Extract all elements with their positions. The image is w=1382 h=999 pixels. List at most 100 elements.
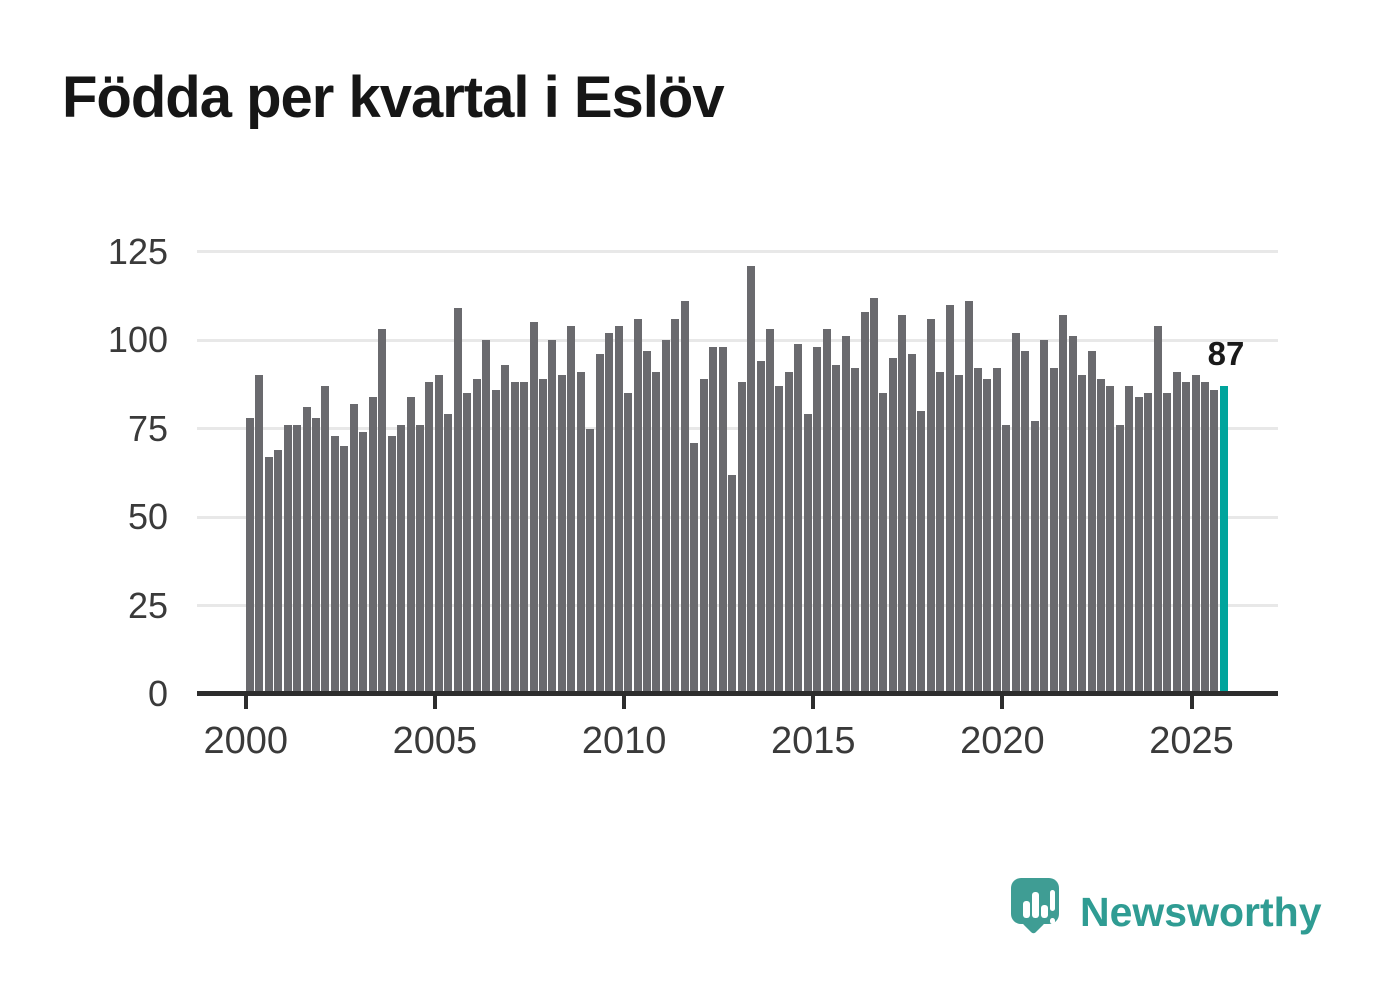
bar [434, 375, 443, 692]
bar [595, 354, 604, 692]
bar [813, 347, 822, 692]
bar [747, 265, 756, 692]
x-axis-tick [1000, 696, 1005, 709]
bar [520, 382, 529, 692]
bar [945, 304, 954, 692]
bar [283, 424, 292, 692]
bar [1011, 332, 1020, 692]
bar [737, 382, 746, 692]
bar [444, 414, 453, 692]
bar [775, 386, 784, 692]
bar [898, 315, 907, 692]
bar [803, 414, 812, 692]
bar [387, 435, 396, 692]
bar [330, 435, 339, 692]
bar [643, 350, 651, 692]
bar [264, 456, 273, 692]
y-axis-label: 50 [127, 496, 168, 537]
bar [491, 389, 500, 692]
logo-exclamation-dot-icon [1050, 918, 1055, 924]
bar [1021, 350, 1030, 692]
x-axis-tick [622, 696, 627, 709]
bar [538, 378, 547, 692]
bar [1172, 371, 1181, 692]
newsworthy-logo: Newsworthy [1011, 878, 1331, 940]
bar [955, 375, 964, 692]
bar [794, 343, 803, 692]
gridline-y-100 [197, 338, 1278, 342]
x-axis-tick-label: 2000 [203, 720, 289, 762]
y-axis-label: 0 [147, 673, 168, 714]
last-bar-value-label: 87 [1207, 335, 1245, 372]
bar [1163, 393, 1172, 692]
x-axis-tick [432, 696, 437, 709]
logo-mini-bar-icon [1032, 892, 1039, 918]
x-axis-tick-label: 2025 [1149, 720, 1234, 762]
bar [1068, 336, 1077, 692]
bar [661, 340, 670, 692]
bar [680, 301, 689, 692]
bar [860, 311, 869, 692]
bar [472, 378, 481, 692]
bar [567, 325, 576, 692]
bar [586, 428, 595, 692]
bar [548, 340, 557, 692]
bar [633, 318, 642, 692]
bar [1125, 386, 1134, 692]
bar [765, 329, 774, 692]
highlighted-bar [1219, 386, 1228, 692]
x-axis-tick-label: 2005 [392, 720, 478, 762]
logo-mini-bar-icon [1023, 901, 1030, 918]
gridline-y-25 [197, 604, 1278, 607]
bar [1078, 375, 1087, 692]
bar [671, 318, 680, 692]
bar [784, 371, 793, 692]
bar [378, 329, 387, 692]
x-axis-tick-label: 2015 [770, 720, 856, 762]
bar [756, 361, 765, 692]
gridline-y-50 [197, 515, 1278, 519]
bar [453, 308, 462, 692]
bar [936, 371, 945, 692]
bar [463, 393, 472, 692]
x-axis-line [197, 691, 1278, 696]
bar [832, 364, 841, 692]
bar [1144, 393, 1153, 692]
bar [718, 347, 727, 692]
logo-exclamation-icon [1050, 890, 1055, 911]
bar [510, 382, 519, 692]
bar [255, 375, 264, 692]
bar [340, 446, 349, 692]
bar [359, 432, 368, 692]
bar [926, 318, 935, 692]
bar [964, 301, 973, 692]
bar [1087, 350, 1096, 692]
bar [557, 375, 566, 692]
bar [728, 474, 737, 692]
bar [851, 368, 860, 692]
bar [709, 347, 718, 692]
bar [614, 325, 623, 692]
y-axis-label: 75 [127, 407, 168, 449]
bar [983, 378, 992, 692]
bar [245, 417, 254, 692]
bar [302, 407, 311, 692]
bar [1191, 375, 1200, 692]
bar [879, 393, 888, 692]
bar [368, 396, 377, 692]
bar [1049, 368, 1058, 692]
bar [1106, 386, 1115, 692]
x-axis-tick [811, 696, 816, 709]
bar [869, 297, 878, 692]
bar [349, 403, 358, 692]
bar [822, 329, 831, 692]
bar [406, 396, 415, 692]
bar [690, 442, 699, 692]
bar [274, 449, 283, 692]
bar [917, 410, 926, 692]
bar [1134, 396, 1143, 692]
y-axis-label: 100 [107, 319, 168, 360]
y-axis-label: 125 [107, 230, 168, 272]
bar [624, 393, 633, 692]
x-axis-tick [243, 696, 248, 709]
